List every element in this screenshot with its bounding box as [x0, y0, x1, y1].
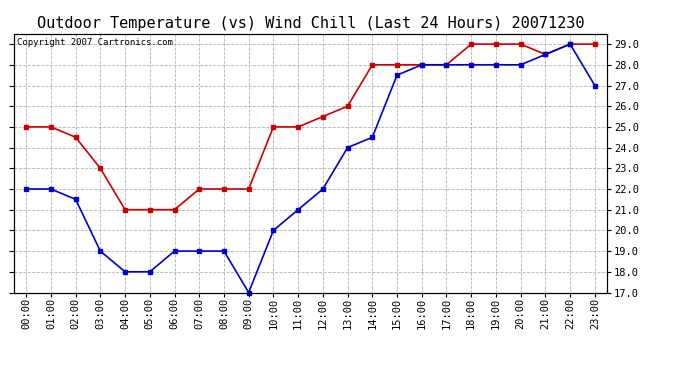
- Text: Copyright 2007 Cartronics.com: Copyright 2007 Cartronics.com: [17, 38, 172, 46]
- Title: Outdoor Temperature (vs) Wind Chill (Last 24 Hours) 20071230: Outdoor Temperature (vs) Wind Chill (Las…: [37, 16, 584, 31]
